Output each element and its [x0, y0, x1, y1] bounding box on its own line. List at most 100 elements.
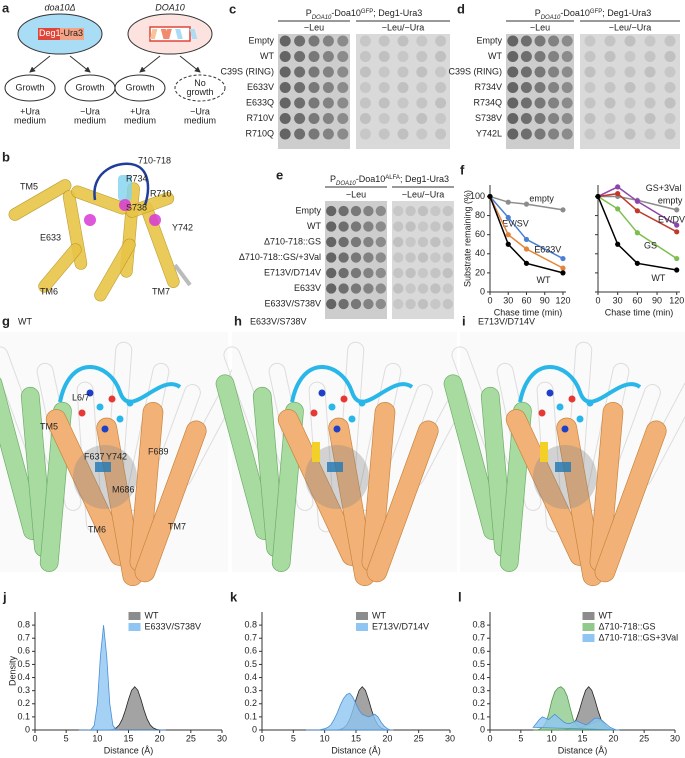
- panel-label: d: [457, 1, 465, 16]
- atom: [333, 425, 341, 433]
- spot: [417, 205, 429, 217]
- atom: [586, 399, 594, 407]
- data-point: [523, 246, 530, 252]
- spot: [664, 113, 676, 124]
- density-area: [78, 686, 166, 731]
- data-point: [560, 265, 566, 271]
- y-tick-label: 0.7: [244, 633, 257, 643]
- panel-label: c: [229, 1, 236, 16]
- spot: [378, 113, 390, 124]
- spot: [534, 35, 546, 47]
- spot: [584, 128, 596, 140]
- spot: [338, 298, 349, 310]
- atom: [96, 403, 104, 411]
- spot: [359, 66, 371, 78]
- mutant-sticks: [312, 442, 320, 462]
- spot: [405, 298, 416, 310]
- ura3-box: [60, 28, 84, 40]
- spot: [359, 51, 371, 62]
- atom: [358, 399, 366, 407]
- title-part: ; Deg1-Ura3: [373, 8, 422, 18]
- spot: [405, 205, 416, 217]
- spot: [397, 51, 409, 62]
- spot: [397, 82, 409, 93]
- outcome: No: [194, 78, 206, 88]
- spot: [520, 82, 532, 93]
- medium: −Ura: [80, 106, 100, 116]
- x-tick-label: 5: [291, 733, 296, 743]
- residue: [84, 214, 96, 226]
- spot: [326, 252, 337, 263]
- spot: [294, 97, 306, 109]
- x-tick-label: 120: [669, 295, 684, 305]
- spot: [584, 66, 596, 78]
- atom: [546, 389, 554, 397]
- series-line: [597, 186, 678, 226]
- x-tick-label: 0: [32, 733, 37, 743]
- y-tick-label: 0.6: [17, 646, 30, 656]
- atom: [576, 415, 584, 423]
- spot: [416, 35, 428, 47]
- spot: [435, 66, 447, 78]
- structure-label: Y742: [106, 451, 127, 461]
- density-area: [78, 625, 166, 731]
- title-part: ALFA: [385, 175, 400, 181]
- spot: [417, 236, 429, 248]
- plate-title: PDOA10-Doa10ALFA; Deg1-Ura3: [330, 174, 449, 186]
- spot: [393, 236, 404, 248]
- panel-label: k: [230, 589, 238, 604]
- spot: [507, 35, 519, 47]
- arrow: [179, 55, 201, 73]
- spot: [548, 97, 560, 109]
- spot: [393, 205, 404, 217]
- series-label: empty: [529, 194, 554, 204]
- data-point: [523, 260, 530, 266]
- panel-label: i: [462, 313, 466, 328]
- panel-label: b: [2, 149, 10, 164]
- title-part: ; Deg1-Ura3: [400, 174, 449, 184]
- data-point: [615, 206, 621, 212]
- row-label: E633Q: [246, 97, 274, 107]
- spot: [534, 51, 546, 62]
- spot: [338, 252, 349, 263]
- spot: [416, 51, 428, 62]
- spot: [375, 221, 386, 232]
- structure-label: L6/7: [72, 392, 90, 402]
- data-point: [560, 270, 566, 276]
- spot: [644, 97, 656, 109]
- data-point: [634, 230, 640, 236]
- atom: [561, 425, 569, 433]
- panel-label: e: [276, 167, 283, 182]
- spot: [417, 298, 429, 310]
- spot: [507, 97, 519, 109]
- spot: [624, 35, 636, 47]
- x-tick-label: 30: [445, 733, 455, 743]
- strain-title: DOA10: [155, 2, 185, 12]
- spot: [604, 128, 616, 140]
- outcome: Growth: [15, 82, 44, 92]
- x-tick-label: 5: [64, 733, 69, 743]
- spot: [604, 82, 616, 93]
- sticks: [95, 462, 111, 472]
- y-tick-label: 0.2: [244, 698, 257, 708]
- title-part: -Doa10: [356, 174, 386, 184]
- data-point: [634, 208, 640, 214]
- x-tick-label: 15: [123, 733, 133, 743]
- legend-swatch: [356, 612, 368, 620]
- row-label: Y742L: [476, 128, 502, 138]
- spot: [664, 51, 676, 62]
- atom: [348, 415, 356, 423]
- y-tick-label: 0: [252, 724, 257, 734]
- x-tick-label: 10: [320, 733, 330, 743]
- row-label: E713V/D714V: [264, 267, 321, 277]
- y-axis-label: Substrate remaining (%): [462, 190, 472, 287]
- y-tick-label: 40: [475, 248, 485, 258]
- spot: [561, 113, 573, 124]
- spot: [397, 97, 409, 109]
- spot: [435, 82, 447, 93]
- series-line: [489, 195, 564, 211]
- series-label: WT: [651, 273, 665, 283]
- series-label: EV/DV: [658, 215, 685, 225]
- title-part: ; Deg1-Ura3: [602, 8, 651, 18]
- y-tick-label: 0.8: [244, 619, 257, 629]
